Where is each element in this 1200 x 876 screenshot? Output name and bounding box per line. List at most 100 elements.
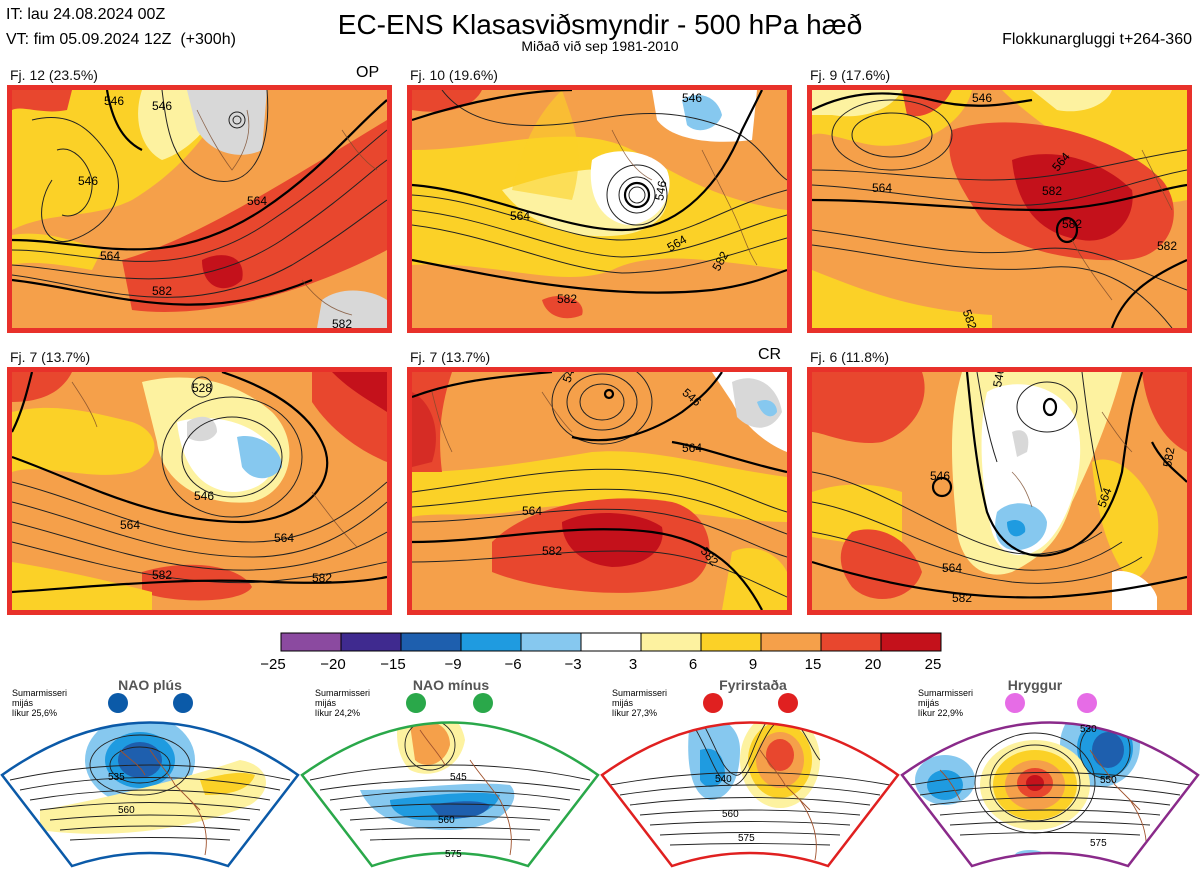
- regime-4-contour-2: 550: [1100, 775, 1117, 786]
- regime-3-prob: líkur 27,3%: [612, 708, 658, 718]
- colorbar-tick-11: 20: [864, 656, 882, 673]
- panel-5-contour-4: 582: [542, 544, 562, 558]
- panel-1-tag: OP: [356, 64, 380, 81]
- regime-1-avg: mijás: [12, 698, 34, 708]
- panel-1-contour-3: 564: [247, 194, 267, 208]
- panel-2-contour-2: 546: [682, 91, 702, 105]
- regime-3-contour-2: 560: [722, 809, 739, 820]
- regime-map-nao-plus: 535 560: [0, 690, 300, 871]
- page-title: EC-ENS Klasasviðsmyndir - 500 hPa hæð: [337, 9, 863, 40]
- panel-4-contour-1: 564: [120, 518, 140, 532]
- panel-3-contour-1: 546: [972, 91, 992, 105]
- panel-1-label: Fj. 12 (23.5%): [10, 67, 98, 83]
- colorbar-swatch-4: [460, 632, 522, 652]
- colorbar-swatch-2: [340, 632, 402, 652]
- colorbar-swatch-9: [760, 632, 822, 652]
- regime-3-info: Sumarmisseri mijás líkur 27,3%: [612, 688, 667, 718]
- colorbar-tick-12: 25: [924, 656, 942, 673]
- colorbar-tick-1: −25: [260, 656, 286, 673]
- colorbar-tick-7: 3: [628, 656, 638, 673]
- regime-map-nao-minus: 545 560 575: [300, 690, 600, 871]
- colorbar-tick-6: −3: [564, 656, 582, 673]
- regime-3-title: Fyrirstaða: [719, 677, 787, 693]
- cluster-map-5: 546 546 564 582 582 564: [407, 367, 792, 615]
- regime-2-contour-2: 560: [438, 815, 455, 826]
- regime-1-info: Sumarmisseri mijás líkur 25,6%: [12, 688, 67, 718]
- panel-3-contour-5: 582: [1062, 217, 1082, 231]
- colorbar-tick-8: 6: [688, 656, 698, 673]
- regime-2-prob: líkur 24,2%: [315, 708, 361, 718]
- colorbar-tick-10: 15: [804, 656, 822, 673]
- panel-6-contour-3: 564: [942, 561, 962, 575]
- regime-3-contour-1: 540: [715, 774, 732, 785]
- regime-1-contour-2: 560: [118, 805, 135, 816]
- regime-1-contour-1: 535: [108, 772, 125, 783]
- classification-window: Flokkunargluggi t+264-360: [1002, 31, 1192, 48]
- panel-5-contour-6: 564: [682, 441, 702, 455]
- panel-2-contour-5: 582: [557, 292, 577, 306]
- regime-4-avg: mijás: [918, 698, 940, 708]
- colorbar-swatch-1: [280, 632, 342, 652]
- panel-3-label: Fj. 9 (17.6%): [810, 67, 891, 83]
- panel-1-contour-4: 564: [100, 249, 120, 263]
- colorbar-tick-3: −15: [380, 656, 406, 673]
- colorbar-swatch-5: [520, 632, 582, 652]
- regime-2-contour-3: 575: [445, 849, 462, 860]
- cluster-map-6: 546 546 564 564 582 582: [807, 367, 1192, 615]
- panel-5-label: Fj. 7 (13.7%): [410, 349, 491, 365]
- colorbar-tick-5: −6: [504, 656, 522, 673]
- valid-time: VT: fim 05.09.2024 12Z (+300h): [6, 31, 236, 48]
- panel-3-contour-7: 582: [960, 308, 980, 328]
- regime-2-avg: mijás: [315, 698, 337, 708]
- colorbar-swatch-8: [700, 632, 762, 652]
- cluster-map-4: 564 546 564 582 582 528: [7, 367, 392, 615]
- colorbar-swatch-7: [640, 632, 702, 652]
- panel-4-contour-2: 546: [194, 489, 214, 503]
- panel-1-contour-2: 546: [152, 99, 172, 113]
- colorbar-tick-4: −9: [444, 656, 462, 673]
- panel-6-contour-1: 546: [990, 372, 1007, 388]
- regime-2-info: Sumarmisseri mijás líkur 24,2%: [315, 688, 370, 718]
- panel-3-contour-6: 582: [1157, 239, 1177, 253]
- panel-2-contour-1: 546: [652, 179, 669, 201]
- page-subtitle: Miðað við sep 1981-2010: [521, 38, 679, 54]
- colorbar-swatch-3: [400, 632, 462, 652]
- panel-6-contour-6: 582: [1160, 446, 1177, 468]
- panel-4-contour-6: 528: [192, 381, 212, 395]
- colorbar-tick-2: −20: [320, 656, 346, 673]
- colorbar-swatch-11: [880, 632, 942, 652]
- colorbar-tick-9: 9: [748, 656, 758, 673]
- regime-4-contour-3: 575: [1090, 838, 1107, 849]
- regime-1-season: Sumarmisseri: [12, 688, 68, 698]
- panel-5-contour-3: 564: [522, 504, 542, 518]
- panel-6-contour-5: 582: [952, 591, 972, 605]
- panel-6-contour-2: 546: [930, 469, 950, 483]
- regime-3-contour-3: 575: [738, 833, 755, 844]
- cluster-map-1: 546 546 564 564 582 582 546: [7, 85, 392, 333]
- regime-map-ridge: 530 550 575: [900, 690, 1200, 871]
- panel-4-contour-3: 564: [274, 531, 294, 545]
- regime-2-contour-1: 545: [450, 772, 467, 783]
- regime-4-contour-1: 530: [1080, 724, 1097, 735]
- cluster-map-2: 546 546 564 564 582 582: [407, 85, 792, 333]
- panel-2-contour-3: 564: [510, 209, 530, 223]
- panel-1-contour-1: 546: [78, 174, 98, 188]
- colorbar-swatch-10: [820, 632, 882, 652]
- regime-4-prob: líkur 22,9%: [918, 708, 964, 718]
- regime-3-season: Sumarmisseri: [612, 688, 668, 698]
- colorbar-swatch-6: [580, 632, 642, 652]
- regime-3-avg: mijás: [612, 698, 634, 708]
- colorbar: [280, 632, 942, 652]
- regime-4-title: Hryggur: [1007, 677, 1063, 693]
- panel-1-contour-5: 582: [152, 284, 172, 298]
- panel-1-contour-7: 546: [104, 94, 124, 108]
- regime-2-title: NAO mínus: [412, 677, 490, 693]
- panel-1-contour-6: 582: [332, 317, 352, 328]
- regime-1-prob: líkur 25,6%: [12, 708, 58, 718]
- panel-5-tag: CR: [758, 346, 782, 363]
- regime-4-season: Sumarmisseri: [918, 688, 974, 698]
- panel-3-contour-4: 582: [1042, 184, 1062, 198]
- regime-map-blocking: 540 560 575: [600, 690, 900, 871]
- panel-4-contour-5: 582: [312, 571, 332, 585]
- panel-6-label: Fj. 6 (11.8%): [810, 349, 890, 365]
